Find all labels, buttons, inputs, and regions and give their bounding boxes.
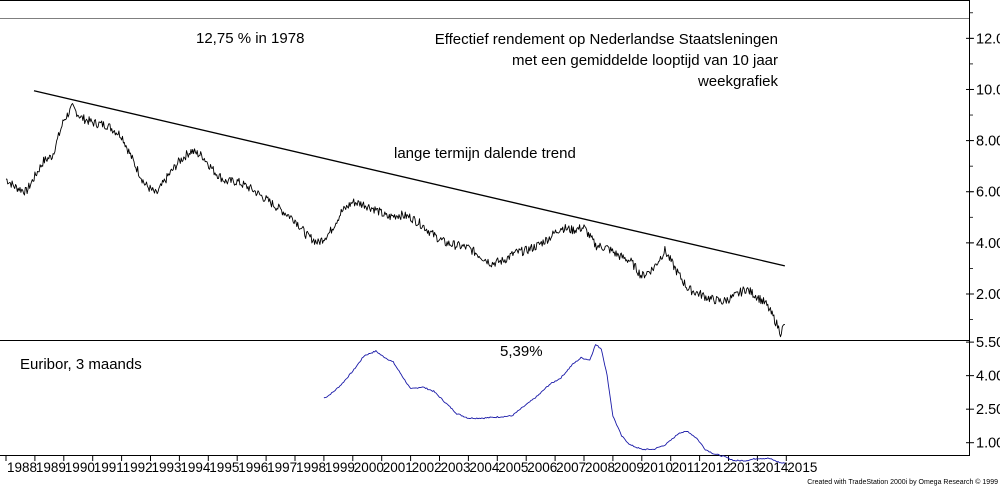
- x-tick-label: 2006: [527, 460, 557, 475]
- x-tick-label: 2003: [441, 460, 471, 475]
- x-tick-label: 2011: [672, 460, 701, 475]
- x-tick-label: 1988: [7, 460, 37, 475]
- x-tick-label: 1989: [36, 460, 66, 475]
- chart-subtitle-2: weekgrafiek: [697, 73, 778, 90]
- trendline-layer: [33, 90, 786, 267]
- y-tick-label: 10.00: [976, 82, 1000, 98]
- x-tick-label: 2008: [585, 460, 615, 475]
- chart-frame: [0, 0, 970, 456]
- x-tick-label: 1999: [325, 460, 355, 475]
- x-tick-label: 2012: [701, 460, 731, 475]
- y-tick-label: 4.00: [976, 236, 1000, 252]
- bond-yield-series: [5, 103, 786, 338]
- x-tick-label: 1993: [152, 460, 182, 475]
- euribor-peak-annotation: 5,39%: [500, 343, 543, 360]
- euribor-series: [323, 344, 786, 464]
- y-tick-label: 4.00: [976, 369, 1000, 385]
- y-tick-label: 2.00: [976, 287, 1000, 303]
- y-tick-label: 1.00: [976, 436, 1000, 452]
- x-tick-label: 1992: [123, 460, 153, 475]
- footer-credit: Created with TradeStation 2000i by Omega…: [807, 479, 998, 486]
- euribor-line: [323, 344, 786, 464]
- x-axis: 1988198919901991199219931994199519961997…: [5, 455, 817, 475]
- y-tick-label: 8.00: [976, 134, 1000, 150]
- chart-subtitle: met een gemiddelde looptijd van 10 jaar: [511, 52, 778, 69]
- euribor-title: Euribor, 3 maands: [20, 356, 142, 373]
- y-tick-label: 2.50: [976, 402, 1000, 418]
- x-tick-label: 2010: [643, 460, 673, 475]
- x-tick-label: 1990: [65, 460, 95, 475]
- x-tick-label: 1996: [238, 460, 268, 475]
- y-axis-top: 2.00 4.00 6.00 8.00 10.00 12.00: [966, 12, 1000, 320]
- trendline: [33, 90, 786, 267]
- chart-title-block: Effectief rendement op Nederlandse Staat…: [435, 29, 778, 92]
- y-axis-bottom: 1.00 2.50 4.00 5.50: [966, 335, 1000, 452]
- x-tick-label: 2013: [730, 460, 760, 475]
- x-tick-label: 1994: [180, 460, 211, 475]
- y-tick-label: 12.00: [976, 31, 1000, 47]
- x-tick-label: 1995: [209, 460, 239, 475]
- peak-annotation: 12,75 % in 1978: [196, 30, 305, 47]
- y-tick-label: 6.00: [976, 185, 1000, 201]
- x-tick-label: 2005: [498, 460, 528, 475]
- x-tick-label: 2007: [556, 460, 586, 475]
- x-tick-label: 2014: [758, 460, 789, 475]
- x-tick-label: 2000: [354, 460, 384, 475]
- x-tick-label: 1998: [296, 460, 326, 475]
- x-tick-label: 2004: [469, 460, 500, 475]
- y-tick-label: 5.50: [976, 335, 1000, 351]
- x-tick-label: 2009: [614, 460, 644, 475]
- x-tick-label: 1991: [94, 460, 124, 475]
- trend-annotation: lange termijn dalende trend: [394, 145, 576, 162]
- x-tick-label: 2002: [412, 460, 442, 475]
- x-tick-label: 2015: [787, 460, 817, 475]
- bond-yield-line: [5, 103, 786, 338]
- x-tick-label: 2001: [383, 460, 413, 475]
- chart-title: Effectief rendement op Nederlandse Staat…: [434, 31, 778, 48]
- x-tick-label: 1997: [267, 460, 297, 475]
